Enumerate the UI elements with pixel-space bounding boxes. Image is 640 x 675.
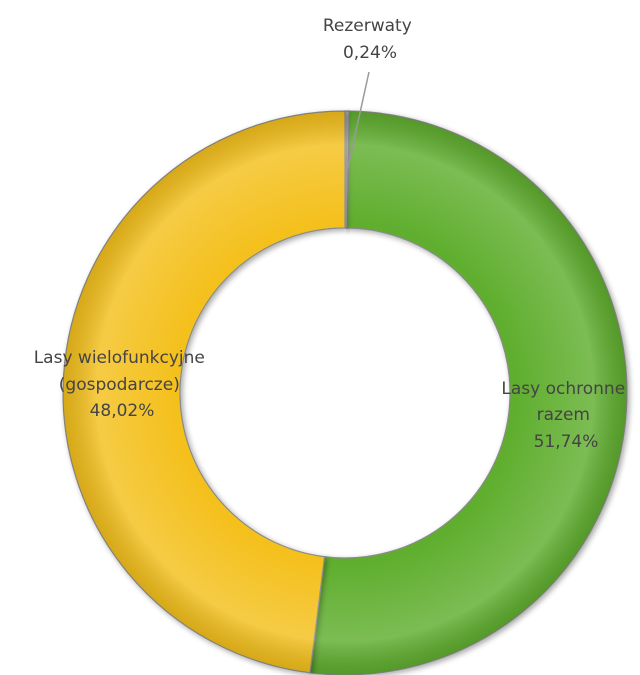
label-rezerwaty-line1: Rezerwaty <box>323 16 412 36</box>
label-lasy-ochronne: Lasy ochronne razem 51,74% <box>501 379 630 452</box>
label-lasy-wielofunkcyjne-line2: (gospodarcze) <box>59 375 180 395</box>
leader-line-rezerwaty <box>345 71 370 177</box>
label-lasy-ochronne-line2: razem <box>537 405 590 425</box>
label-rezerwaty-value: 0,24% <box>343 43 397 63</box>
label-lasy-ochronne-line1: Lasy ochronne <box>501 379 625 399</box>
label-lasy-wielofunkcyjne-line1: Lasy wielofunkcyjne <box>34 348 205 368</box>
label-lasy-wielofunkcyjne: Lasy wielofunkcyjne (gospodarcze) 48,02% <box>34 348 211 421</box>
donut-shine-overlay <box>63 111 627 675</box>
slices-group <box>62 110 628 675</box>
label-lasy-wielofunkcyjne-value: 48,02% <box>90 401 155 421</box>
label-rezerwaty: Rezerwaty 0,24% <box>323 16 417 63</box>
label-lasy-ochronne-value: 51,74% <box>534 432 599 452</box>
